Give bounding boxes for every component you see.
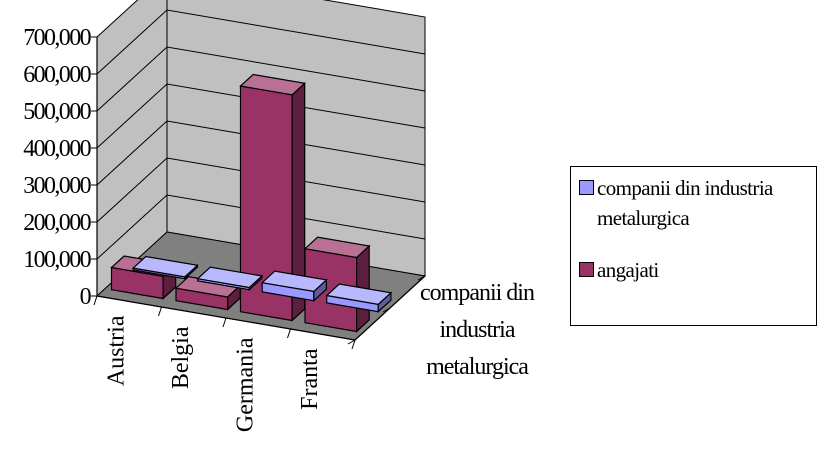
x-tick-label-austria: Austria — [103, 315, 129, 386]
bars — [110, 73, 393, 333]
legend-item-angajati: angajati — [579, 255, 817, 285]
legend: companii din industria metalurgica angaj… — [570, 166, 817, 326]
depth-tick-mark-1 — [382, 307, 391, 313]
x-tick-label-germania: Germania — [232, 337, 258, 432]
legend-swatch-companii — [579, 180, 594, 195]
y-tick-label-100000: 100,000 — [23, 247, 91, 273]
gridlines — [96, 9, 426, 260]
depth-tick-mark-2 — [417, 275, 426, 281]
y-tick-label-600000: 600,000 — [23, 62, 91, 88]
y-tick-label-700000: 700,000 — [23, 25, 91, 51]
y-tick-label-300000: 300,000 — [23, 173, 91, 199]
y-tick-label-200000: 200,000 — [23, 210, 91, 236]
bar-companii-din-industria-metalurgica-franta — [325, 283, 393, 314]
depth-axis-label: companii din industria metalurgica — [420, 280, 536, 380]
x-tick-label-belgia: Belgia — [168, 326, 194, 389]
y-tick-labels: 0 100,000 200,000 300,000 400,000 500,000 600,… — [23, 25, 93, 310]
gridline-100000 — [96, 194, 426, 260]
bar-angajati-germania — [239, 73, 307, 322]
x-tick-label-franta: Franta — [297, 348, 323, 410]
x-tick-mark-4 — [351, 339, 356, 350]
y-tick-label-500000: 500,000 — [23, 99, 91, 125]
x-tick-mark-3 — [287, 328, 291, 339]
legend-item-companii: companii din industria metalurgica — [579, 173, 817, 233]
depth-tick-mark-0 — [347, 339, 356, 345]
legend-label-companii: companii din industria metalurgica — [597, 176, 773, 230]
bar-companii-din-industria-metalurgica-austria — [131, 255, 199, 281]
y-tick-label-0: 0 — [80, 284, 92, 310]
chart-axes — [91, 36, 426, 350]
y-tick-label-400000: 400,000 — [23, 136, 91, 162]
x-tick-mark-2 — [222, 317, 227, 328]
gridline-300000 — [96, 120, 426, 186]
gridline-600000 — [96, 9, 426, 75]
x-tick-mark-1 — [158, 306, 162, 317]
bar-companii-din-industria-metalurgica-belgia — [196, 266, 264, 292]
gridline-500000 — [96, 46, 426, 112]
x-tick-mark-0 — [93, 295, 98, 306]
depth-axis-label-line-2: industria — [440, 317, 516, 343]
gridline-200000 — [96, 157, 426, 223]
x-tick-labels: Austria Belgia Germania Franta — [103, 315, 322, 432]
legend-swatch-angajati — [579, 262, 594, 277]
gridline-400000 — [96, 83, 426, 149]
legend-label-angajati: angajati — [597, 258, 659, 282]
bar-companii-din-industria-metalurgica-germania — [260, 270, 328, 303]
depth-axis-label-line-3: metalurgica — [426, 354, 529, 380]
depth-axis-label-line-1: companii din — [420, 280, 535, 306]
